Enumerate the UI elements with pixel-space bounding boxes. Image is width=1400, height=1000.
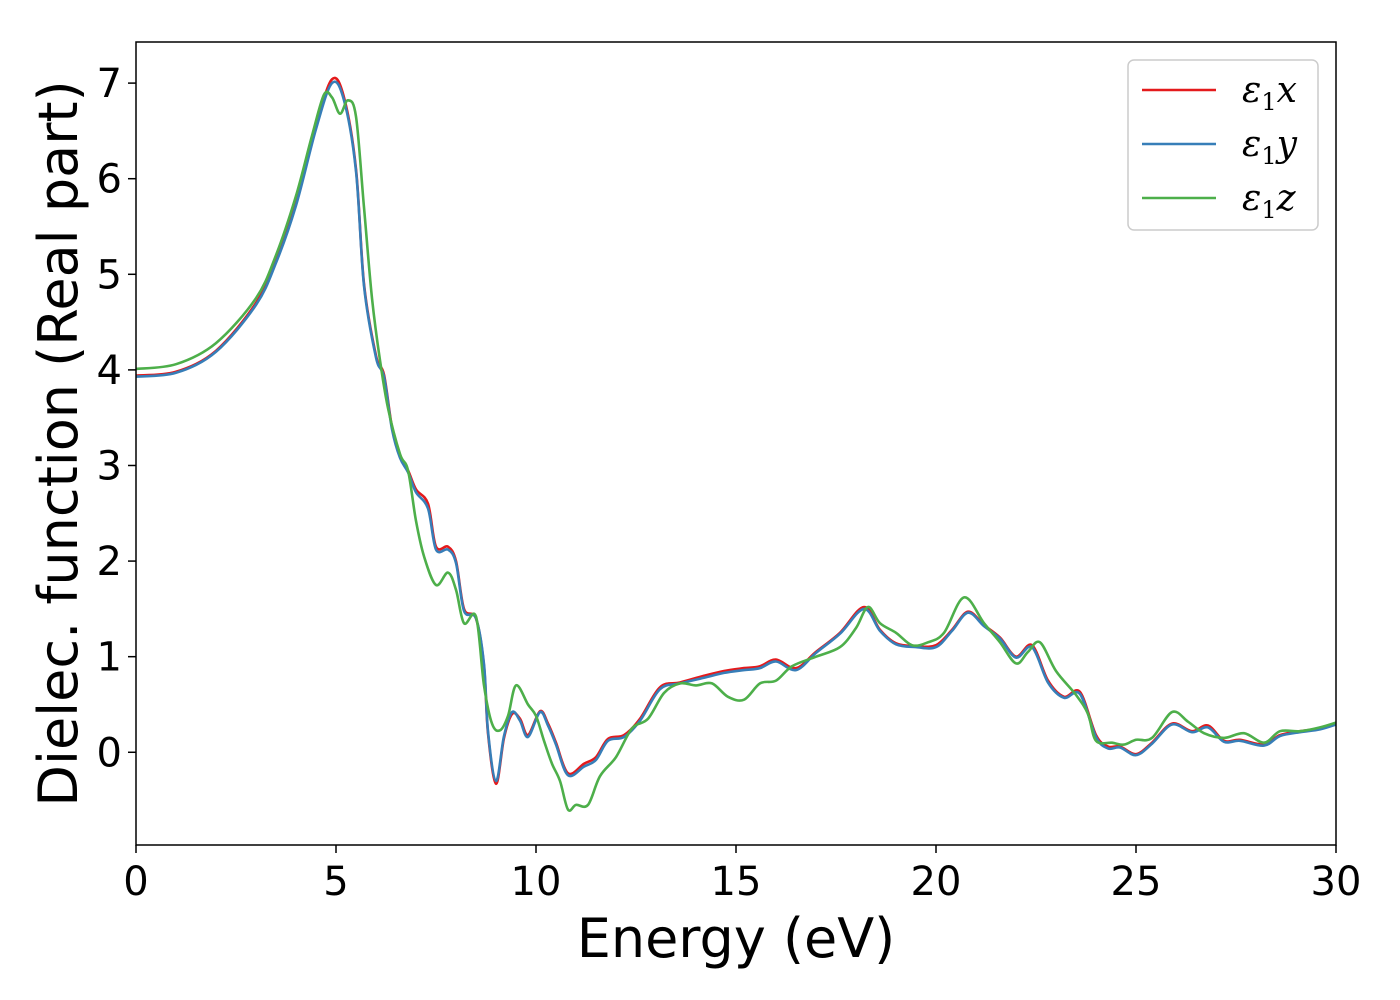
y-tick-label: 0 <box>97 730 122 776</box>
series-layer <box>136 76 1336 812</box>
legend-label: ε1z <box>1242 178 1297 224</box>
y-axis-ticks: 0 1 2 3 4 5 6 7 <box>97 61 136 776</box>
legend: ε1x ε1y ε1z <box>1127 59 1319 231</box>
x-axis-ticks: 0 5 10 15 20 25 30 <box>123 845 1361 905</box>
x-tick-label: 20 <box>911 859 962 905</box>
legend-label: ε1y <box>1242 124 1298 170</box>
y-axis-label: Dielec. function (Real part) <box>27 80 90 806</box>
y-tick-label: 2 <box>97 539 122 585</box>
x-tick-label: 30 <box>1311 859 1362 905</box>
series-line-3 <box>136 90 1336 812</box>
series-line-2 <box>136 80 1336 783</box>
y-tick-label: 4 <box>97 348 122 394</box>
x-tick-label: 10 <box>511 859 562 905</box>
x-tick-label: 0 <box>123 859 148 905</box>
x-tick-label: 25 <box>1111 859 1162 905</box>
legend-box <box>1127 59 1319 231</box>
legend-label: ε1x <box>1242 70 1297 116</box>
y-tick-label: 7 <box>97 61 122 107</box>
x-tick-label: 15 <box>711 859 762 905</box>
y-tick-label: 3 <box>97 443 122 489</box>
y-tick-label: 6 <box>97 157 122 203</box>
y-tick-label: 5 <box>97 252 122 298</box>
x-tick-label: 5 <box>323 859 348 905</box>
y-tick-label: 1 <box>97 635 122 681</box>
x-axis-label: Energy (eV) <box>577 907 896 970</box>
